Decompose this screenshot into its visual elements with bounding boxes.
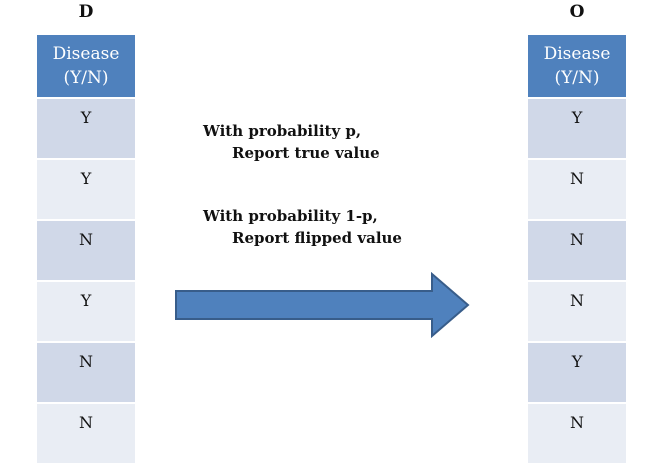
- left-header-line2: (Y/N): [63, 68, 109, 88]
- left-table-row: Y: [37, 99, 135, 160]
- left-table-title: D: [78, 2, 94, 22]
- right-table-header: Disease (Y/N): [528, 35, 626, 99]
- left-table-row: N: [37, 404, 135, 465]
- left-table-row: N: [37, 343, 135, 404]
- rule-flipped-line2: Report flipped value: [232, 229, 402, 247]
- right-table-row: N: [528, 221, 626, 282]
- right-table-row: Y: [528, 343, 626, 404]
- left-table-header: Disease (Y/N): [37, 35, 135, 99]
- right-header-line1: Disease: [543, 44, 611, 64]
- rule-flipped-line1: With probability 1-p,: [203, 207, 378, 225]
- right-table-row: N: [528, 160, 626, 221]
- left-table-row: N: [37, 221, 135, 282]
- left-table: Disease (Y/N) Y Y N Y N N: [37, 35, 135, 465]
- right-table: Disease (Y/N) Y N N N Y N: [528, 35, 626, 465]
- right-arrow-icon: [175, 272, 470, 338]
- left-table-row: Y: [37, 160, 135, 221]
- left-header-line1: Disease: [52, 44, 120, 64]
- right-table-title: O: [569, 2, 585, 22]
- right-table-row: N: [528, 404, 626, 465]
- right-table-row: N: [528, 282, 626, 343]
- rule-true-line2: Report true value: [232, 144, 380, 162]
- arrow-shape: [175, 272, 470, 338]
- right-table-row: Y: [528, 99, 626, 160]
- right-header-line2: (Y/N): [554, 68, 600, 88]
- rule-flipped-value: With probability 1-p, Report flipped val…: [203, 205, 402, 249]
- rule-true-line1: With probability p,: [203, 122, 362, 140]
- left-table-row: Y: [37, 282, 135, 343]
- rule-true-value: With probability p, Report true value: [203, 120, 380, 164]
